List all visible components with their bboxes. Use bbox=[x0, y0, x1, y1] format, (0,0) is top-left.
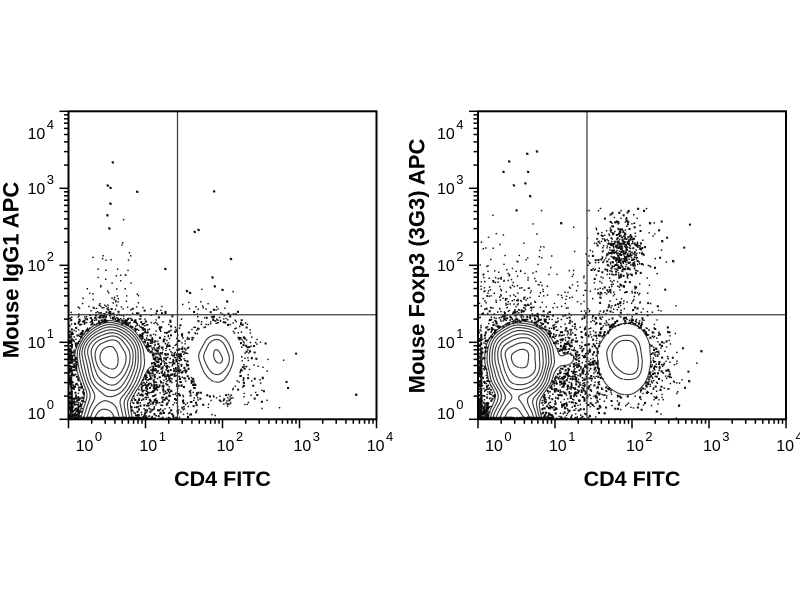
svg-text:Mouse IgG1 APC: Mouse IgG1 APC bbox=[0, 182, 23, 359]
svg-text:CD4 FITC: CD4 FITC bbox=[584, 467, 681, 491]
svg-text:Mouse Foxp3 (3G3) APC: Mouse Foxp3 (3G3) APC bbox=[404, 139, 429, 394]
svg-text:CD4 FITC: CD4 FITC bbox=[174, 467, 271, 491]
